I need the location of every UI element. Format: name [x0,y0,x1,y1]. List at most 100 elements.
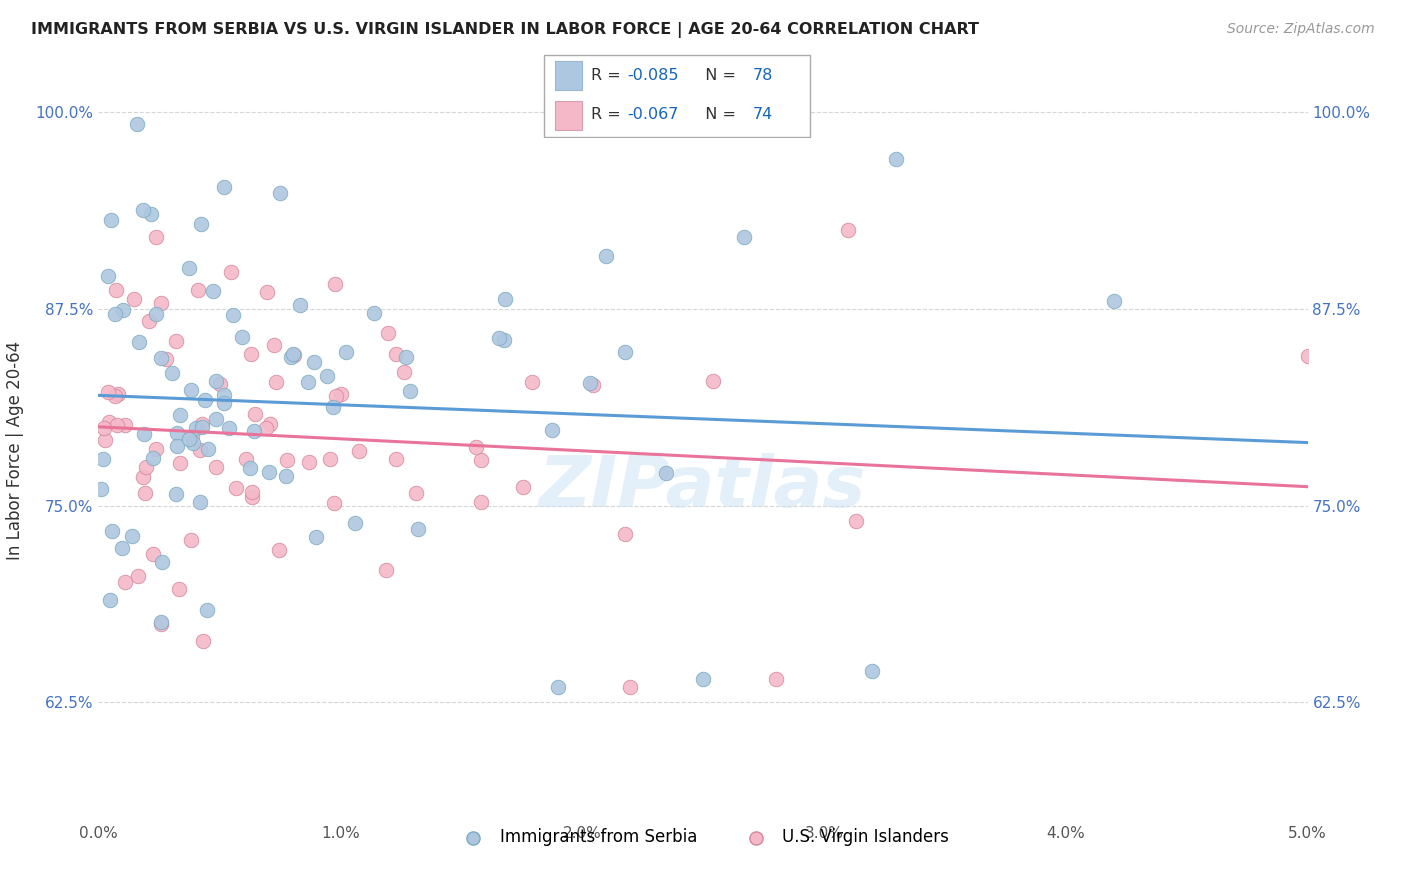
Point [177,260,200,275]
Point [166,439,188,453]
Point [212,388,235,402]
Point [191,417,214,432]
Text: Source: ZipAtlas.com: Source: ZipAtlas.com [1227,22,1375,37]
Text: N =: N = [695,107,741,122]
Point [94,434,117,448]
Point [464,440,486,454]
FancyBboxPatch shape [544,55,810,136]
Point [269,186,291,201]
Point [212,396,235,410]
Point [105,417,128,432]
Text: 78: 78 [752,68,773,83]
Legend: Immigrants from Serbia, U.S. Virgin Islanders: Immigrants from Serbia, U.S. Virgin Isla… [450,822,956,853]
Point [384,452,406,467]
Text: ZIPatlas: ZIPatlas [540,453,866,522]
Point [184,421,207,435]
Point [363,306,385,320]
Point [155,351,177,366]
Point [90,482,112,496]
Text: IMMIGRANTS FROM SERBIA VS U.S. VIRGIN ISLANDER IN LABOR FORCE | AGE 20-64 CORREL: IMMIGRANTS FROM SERBIA VS U.S. VIRGIN IS… [31,22,979,38]
Point [204,411,226,425]
Point [135,459,157,474]
Point [512,480,534,494]
Point [212,180,235,194]
Point [188,443,211,458]
Point [111,303,134,318]
Point [614,345,637,359]
Point [188,495,211,509]
Point [242,424,264,438]
Point [254,421,277,435]
Point [274,469,297,483]
Point [239,347,262,361]
Point [280,351,302,365]
Point [325,277,347,292]
Point [193,633,215,648]
Point [470,495,492,509]
Point [263,338,285,352]
Point [145,442,167,457]
Point [619,680,641,694]
Point [195,603,218,617]
Text: -0.085: -0.085 [627,68,679,83]
Point [257,465,280,479]
Point [138,314,160,328]
FancyBboxPatch shape [555,101,582,130]
Text: 74: 74 [752,107,773,122]
Point [127,569,149,583]
Point [860,664,883,678]
Point [187,284,209,298]
Point [269,542,291,557]
Point [733,230,755,244]
Point [765,672,787,686]
Point [149,351,172,365]
Point [166,334,188,348]
Point [114,574,136,589]
Point [281,347,304,361]
Point [181,436,204,450]
Point [520,375,543,389]
Point [100,212,122,227]
Point [134,486,156,500]
Text: N =: N = [695,68,741,83]
Point [240,490,263,504]
Point [325,389,347,403]
Point [121,529,143,543]
Point [692,672,714,686]
Point [93,421,115,435]
Point [582,378,605,392]
Point [201,284,224,298]
Point [323,496,346,510]
Text: -0.067: -0.067 [627,107,679,122]
Point [494,333,516,347]
Point [150,555,173,569]
Point [240,484,263,499]
Point [127,117,149,131]
Point [595,249,617,263]
Point [302,355,325,369]
Point [264,376,287,390]
Point [132,426,155,441]
Point [231,330,253,344]
Point [655,466,678,480]
Point [886,152,908,166]
Point [180,533,202,548]
Point [578,376,600,391]
Point [322,400,344,414]
Point [406,522,429,536]
Point [845,514,868,528]
Point [702,374,724,388]
Point [283,347,305,361]
Point [276,452,298,467]
Point [235,451,257,466]
Point [405,486,427,500]
Point [169,408,191,422]
Point [91,452,114,467]
Point [1296,349,1319,363]
Point [98,592,121,607]
Point [132,470,155,484]
Point [181,429,204,443]
Point [316,369,339,384]
Point [105,283,128,297]
Point [167,582,190,596]
